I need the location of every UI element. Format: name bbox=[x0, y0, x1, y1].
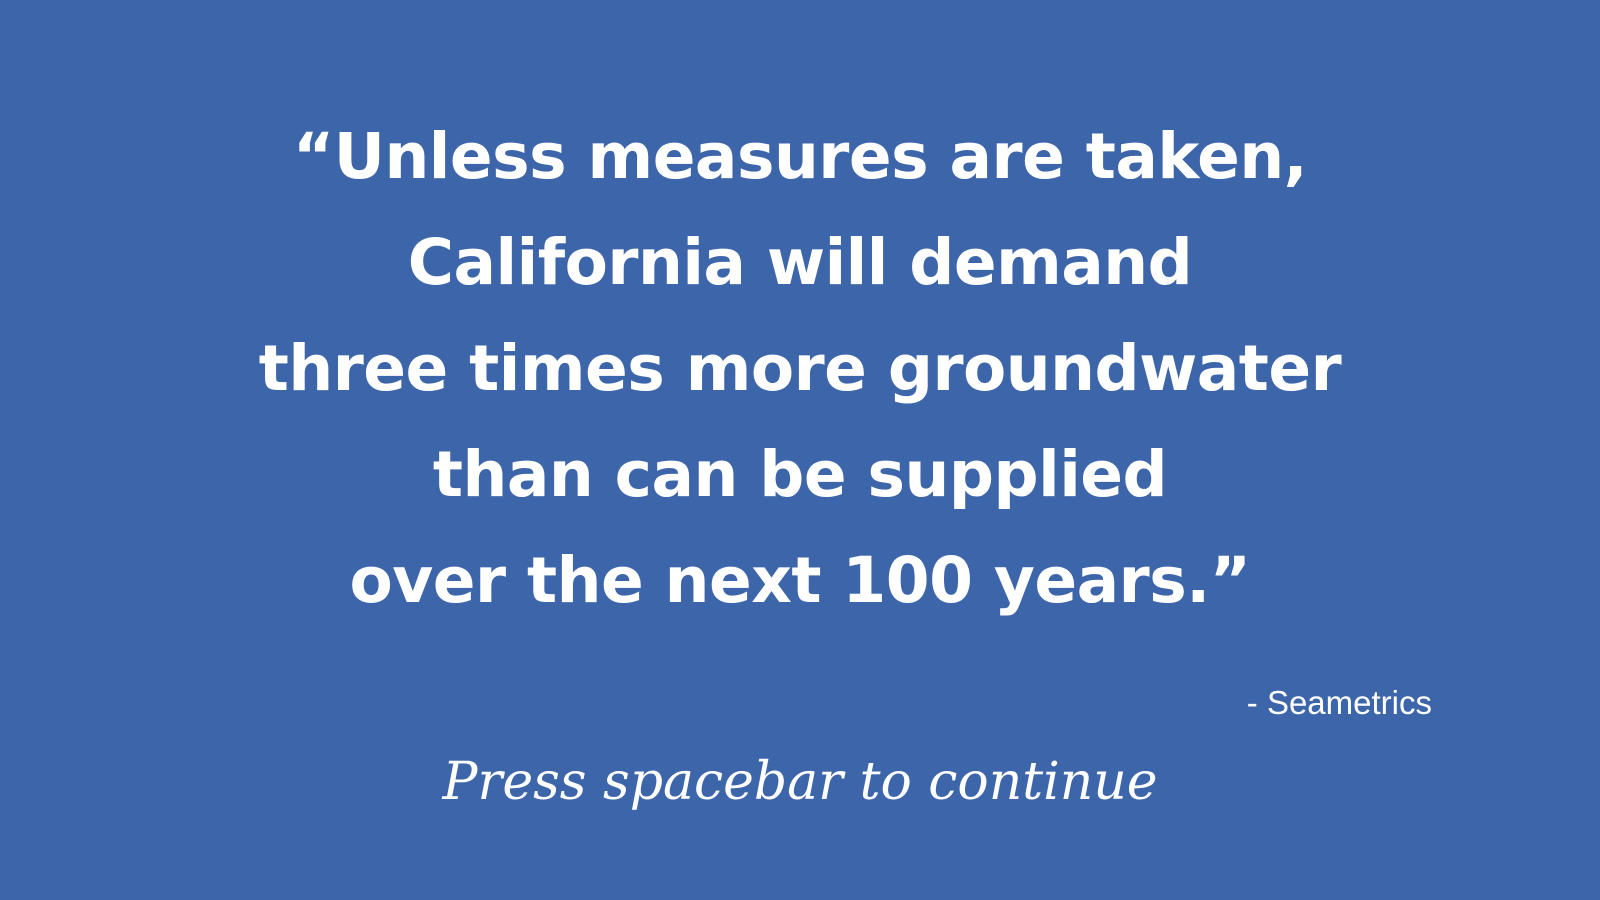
quote-line-2: California will demand bbox=[407, 226, 1193, 299]
quote-line-1: “Unless measures are taken, bbox=[292, 120, 1308, 193]
quote-line-5: over the next 100 years.” bbox=[349, 544, 1251, 617]
quote-block: “Unless measures are taken, California w… bbox=[0, 104, 1600, 634]
quote-line-4: than can be supplied bbox=[432, 438, 1168, 511]
quote-attribution: - Seametrics bbox=[1246, 684, 1432, 721]
quote-line-3: three times more groundwater bbox=[258, 332, 1342, 405]
continue-prompt: Press spacebar to continue bbox=[442, 752, 1158, 812]
